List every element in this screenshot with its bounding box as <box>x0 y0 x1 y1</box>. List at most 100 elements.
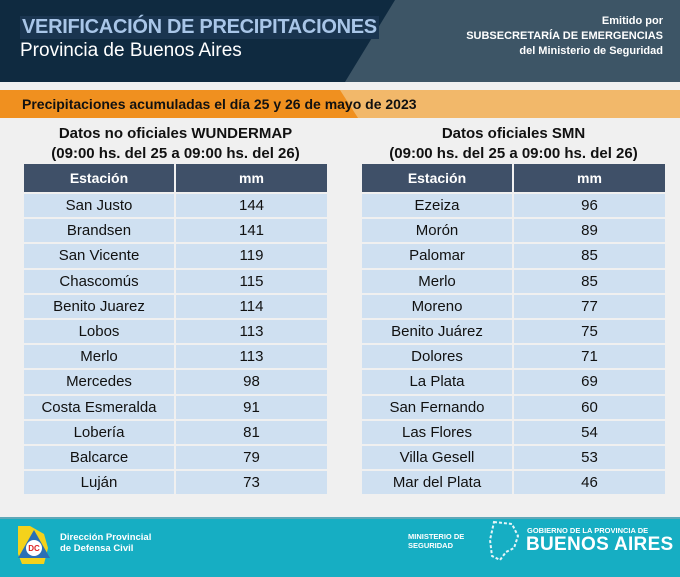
mm-cell: 73 <box>176 471 327 495</box>
station-cell: Chascomús <box>24 269 174 293</box>
station-cell: Dolores <box>362 345 512 369</box>
table-row: San Vicente 119 <box>24 244 327 268</box>
mm-cell: 75 <box>514 319 665 344</box>
mm-cell: 113 <box>176 319 327 344</box>
station-cell: Costa Esmeralda <box>24 395 174 419</box>
mm-cell: 71 <box>514 345 665 369</box>
table-row: Merlo 85 <box>362 269 665 293</box>
station-cell: San Fernando <box>362 395 512 419</box>
issued-by: Emitido por SUBSECRETARÍA DE EMERGENCIAS… <box>466 14 663 59</box>
table-row: Benito Juárez 75 <box>362 319 665 344</box>
mm-cell: 77 <box>514 294 665 318</box>
left-period: (09:00 hs. del 25 a 09:00 hs. del 26) <box>51 145 300 162</box>
dc-name: Dirección Provincial de Defensa Civil <box>60 532 151 554</box>
table-row: Palomar 85 <box>362 244 665 268</box>
date-banner: Precipitaciones acumuladas el día 25 y 2… <box>0 90 680 118</box>
mm-cell: 113 <box>176 345 327 369</box>
station-cell: Mercedes <box>24 370 174 394</box>
table-row: Chascomús 115 <box>24 269 327 293</box>
station-cell: La Plata <box>362 370 512 394</box>
mm-cell: 96 <box>514 194 665 218</box>
mm-cell: 144 <box>176 194 327 218</box>
station-cell: Lobería <box>24 420 174 444</box>
mm-cell: 69 <box>514 370 665 394</box>
table-row: San Justo 144 <box>24 194 327 218</box>
mm-cell: 79 <box>176 445 327 470</box>
table-row: San Fernando 60 <box>362 395 665 419</box>
station-cell: Merlo <box>24 345 174 369</box>
mm-cell: 141 <box>176 219 327 243</box>
table-row: Ezeiza 96 <box>362 194 665 218</box>
table-row: La Plata 69 <box>362 370 665 394</box>
station-cell: Moreno <box>362 294 512 318</box>
mm-cell: 54 <box>514 420 665 444</box>
ministry-line: SEGURIDAD <box>408 541 454 550</box>
left-title: Datos no oficiales WUNDERMAP <box>58 125 293 142</box>
station-cell: Morón <box>362 219 512 243</box>
page-title: VERIFICACIÓN DE PRECIPITACIONES <box>20 16 379 39</box>
page-subtitle: Provincia de Buenos Aires <box>20 40 242 61</box>
defensa-civil-logo: DC <box>18 526 50 564</box>
station-cell: Villa Gesell <box>362 445 512 470</box>
ministry-line: MINISTERIO DE <box>408 532 465 541</box>
station-cell: Benito Juárez <box>362 319 512 344</box>
table-row: Luján 73 <box>24 471 327 495</box>
wundermap-table: Estación mm San Justo 144 Brandsen 141 San Vic… <box>22 162 329 496</box>
right-title: Datos oficiales SMN <box>441 125 586 142</box>
table-row: Mar del Plata 46 <box>362 471 665 495</box>
table-header-row: Estación mm <box>24 164 327 192</box>
issued-by-line: Emitido por <box>601 15 663 27</box>
station-cell: Mar del Plata <box>362 471 512 495</box>
footer: DC Dirección Provincial de Defensa Civil … <box>0 517 680 577</box>
mm-cell: 85 <box>514 269 665 293</box>
station-cell: Balcarce <box>24 445 174 470</box>
station-cell: San Vicente <box>24 244 174 268</box>
table-row: Villa Gesell 53 <box>362 445 665 470</box>
mm-cell: 91 <box>176 395 327 419</box>
mm-cell: 46 <box>514 471 665 495</box>
table-row: Morón 89 <box>362 219 665 243</box>
gov-big: BUENOS AIRES <box>526 534 674 555</box>
mm-cell: 98 <box>176 370 327 394</box>
province-map-icon <box>488 520 520 562</box>
station-cell: Palomar <box>362 244 512 268</box>
table-row: Balcarce 79 <box>24 445 327 470</box>
issued-by-line: del Ministerio de Seguridad <box>519 45 663 57</box>
station-cell: Las Flores <box>362 420 512 444</box>
table-row: Mercedes 98 <box>24 370 327 394</box>
smn-table: Estación mm Ezeiza 96 Morón 89 Palomar 85 Merlo 8… <box>360 162 667 496</box>
table-row: Costa Esmeralda 91 <box>24 395 327 419</box>
station-cell: Benito Juarez <box>24 294 174 318</box>
table-row: Merlo 113 <box>24 345 327 369</box>
table-row: Benito Juarez 114 <box>24 294 327 318</box>
mm-cell: 60 <box>514 395 665 419</box>
station-cell: Ezeiza <box>362 194 512 218</box>
column-header: Estación <box>362 164 512 192</box>
mm-cell: 53 <box>514 445 665 470</box>
station-cell: Merlo <box>362 269 512 293</box>
mm-cell: 119 <box>176 244 327 268</box>
right-table-title: Datos oficiales SMN (09:00 hs. del 25 a 0… <box>362 124 665 164</box>
mm-cell: 115 <box>176 269 327 293</box>
table-row: Las Flores 54 <box>362 420 665 444</box>
table-row: Dolores 71 <box>362 345 665 369</box>
column-header: mm <box>514 164 665 192</box>
mm-cell: 85 <box>514 244 665 268</box>
header: VERIFICACIÓN DE PRECIPITACIONES Provinci… <box>0 0 680 82</box>
dc-name-line: Dirección Provincial <box>60 532 152 543</box>
table-header-row: Estación mm <box>362 164 665 192</box>
mm-cell: 89 <box>514 219 665 243</box>
station-cell: Lobos <box>24 319 174 344</box>
table-row: Lobos 113 <box>24 319 327 344</box>
dc-name-line: de Defensa Civil <box>60 543 134 554</box>
banner-text: Precipitaciones acumuladas el día 25 y 2… <box>22 96 417 112</box>
table-row: Brandsen 141 <box>24 219 327 243</box>
issued-by-line: SUBSECRETARÍA DE EMERGENCIAS <box>466 30 663 42</box>
ministry-name: MINISTERIO DE SEGURIDAD <box>408 532 464 550</box>
station-cell: Brandsen <box>24 219 174 243</box>
station-cell: Luján <box>24 471 174 495</box>
station-cell: San Justo <box>24 194 174 218</box>
column-header: mm <box>176 164 327 192</box>
right-period: (09:00 hs. del 25 a 09:00 hs. del 26) <box>389 145 638 162</box>
dc-badge: DC <box>28 544 40 553</box>
